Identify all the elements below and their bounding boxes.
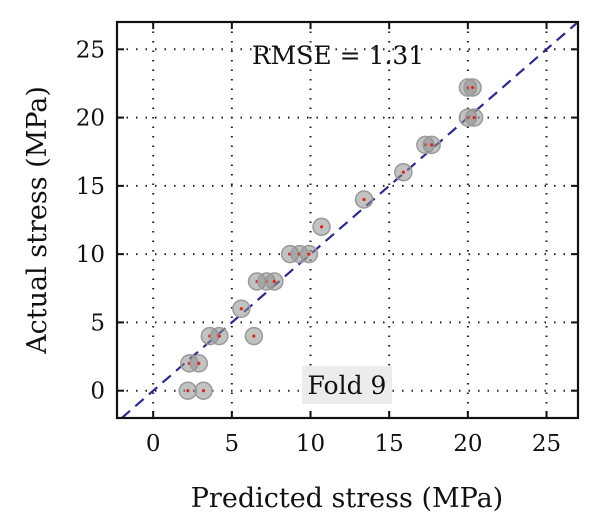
x-tick-label: 5: [225, 431, 240, 457]
point-center: [430, 143, 434, 147]
identity-reference-line: [120, 21, 579, 419]
point-center: [470, 85, 475, 90]
data-point: [232, 299, 251, 319]
point-center: [252, 334, 256, 338]
data-point: [265, 272, 284, 291]
y-axis-label: Actual stress (MPa): [22, 86, 53, 355]
x-tick-label: 20: [453, 431, 482, 457]
data-point: [464, 108, 484, 127]
data-point: [394, 162, 413, 182]
data-point: [244, 326, 264, 346]
data-point: [354, 190, 374, 209]
x-tick-label: 10: [296, 431, 325, 457]
x-axis-label: Predicted stress (MPa): [191, 483, 503, 514]
y-tick-label: 15: [76, 174, 105, 200]
x-tick-label: 15: [375, 431, 404, 457]
point-center: [201, 389, 206, 393]
point-center: [272, 279, 276, 284]
data-point: [312, 217, 331, 237]
y-tick-label: 0: [90, 379, 105, 405]
y-tick-label: 20: [76, 106, 105, 132]
point-center: [319, 225, 324, 229]
point-center: [362, 197, 366, 202]
data-points: [178, 78, 484, 400]
point-center: [217, 334, 221, 338]
point-center: [197, 361, 201, 365]
x-tick-label: 0: [146, 431, 161, 457]
y-tick-label: 10: [76, 242, 105, 268]
data-point: [299, 244, 319, 264]
point-center: [186, 389, 190, 393]
fold-annotation: Fold 9: [308, 371, 387, 400]
y-tick-label: 5: [90, 310, 105, 336]
y-tick-label: 25: [76, 37, 105, 63]
data-point: [178, 381, 198, 400]
data-point: [194, 381, 213, 400]
axis-ticks: 0 5 10 15 20 25 0 5 10 15 20 25: [76, 22, 578, 457]
data-point: [422, 135, 441, 155]
data-point: [189, 354, 209, 373]
x-tick-label: 25: [532, 431, 561, 457]
data-point: [463, 78, 482, 97]
plot-frame: [115, 20, 580, 420]
point-center: [472, 115, 476, 120]
point-center: [401, 170, 405, 174]
rmse-annotation: RMSE = 1.31: [252, 41, 424, 70]
data-point: [210, 326, 229, 346]
point-center: [307, 252, 311, 256]
fold-label-background: [302, 366, 392, 404]
point-center: [239, 307, 243, 311]
